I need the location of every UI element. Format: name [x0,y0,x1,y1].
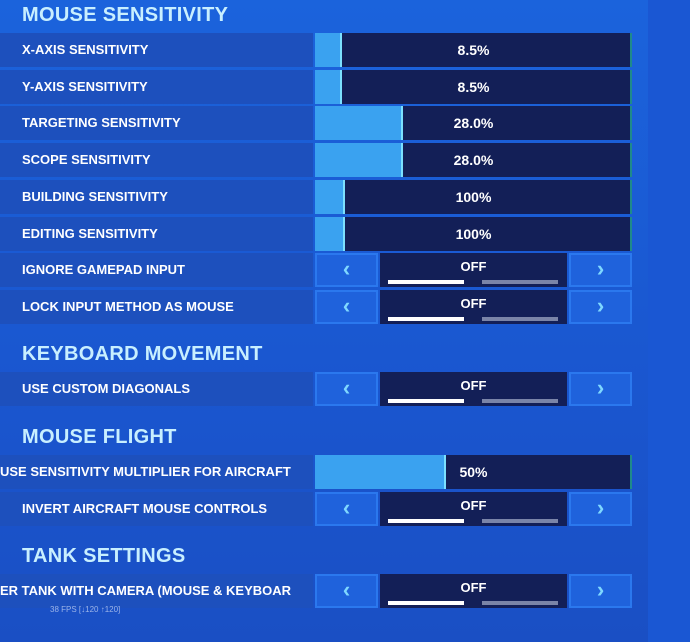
slider-fill [315,143,403,178]
slider-value: 100% [455,188,492,205]
setting-label: USE SENSITIVITY MULTIPLIER FOR AIRCRAFT … [0,464,291,479]
slider[interactable]: 28.0% [315,143,632,178]
option-indicator [388,280,464,285]
slider-value: 100% [455,225,492,242]
slider[interactable]: 100% [315,179,632,214]
slider-fill [315,106,403,141]
slider-value: 28.0% [453,115,494,132]
side-panel [648,0,690,642]
option-indicator [388,399,464,403]
setting-label: ER TANK WITH CAMERA (MOUSE & KEYBOARD) [0,583,291,598]
toggle-value-box: OFF [380,289,567,324]
slider-value: 50% [459,464,488,480]
row-background [0,69,313,104]
slider-value: 8.5% [457,78,490,95]
setting-label: SCOPE SENSITIVITY [22,152,151,168]
slider[interactable]: 8.5% [315,69,632,104]
right-arrow[interactable]: › [569,574,632,608]
row-background [0,179,313,214]
row-background [0,253,313,288]
slider-value: 28.0% [453,152,494,169]
toggle-value: OFF [460,295,487,311]
fps-counter: 38 FPS [↓120 ↑120] [50,605,121,614]
left-arrow[interactable]: ‹ [315,491,378,526]
option-indicator [388,601,464,605]
slider-fill [315,179,345,214]
slider-fill [315,216,345,251]
left-arrow[interactable]: ‹ [315,289,378,324]
setting-label: TARGETING SENSITIVITY [22,115,181,131]
toggle-value: OFF [460,497,487,513]
row-background [0,216,313,251]
row-background [0,143,313,178]
toggle-value-box: OFF [380,253,567,288]
toggle-value: OFF [460,580,487,595]
slider-fill [315,455,446,489]
slider[interactable]: 50% [315,455,632,489]
row-background [0,289,313,324]
slider[interactable]: 8.5% [315,33,632,67]
setting-label: IGNORE GAMEPAD INPUT [22,262,185,278]
option-indicator [482,280,558,285]
setting-label: USE CUSTOM DIAGONALS [22,381,191,396]
setting-label: INVERT AIRCRAFT MOUSE CONTROLS [22,500,268,516]
toggle-value: OFF [460,259,487,275]
right-arrow[interactable]: › [569,372,632,406]
left-arrow[interactable]: ‹ [315,372,378,406]
row-background [0,372,313,406]
toggle-value-box: OFF [380,574,567,608]
slider[interactable]: 100% [315,216,632,251]
row-background [0,33,313,67]
section-title: KEYBOARD MOVEMENT [22,343,263,365]
toggle-value: OFF [460,378,487,393]
option-indicator [482,601,558,605]
toggle-value-box: OFF [380,372,567,406]
setting-label: EDITING SENSITIVITY [22,225,158,241]
row-background [0,455,313,489]
option-indicator [482,399,558,403]
slider-fill [315,69,342,104]
section-title: TANK SETTINGS [22,545,186,567]
row-background [0,574,313,608]
slider-value: 8.5% [457,42,490,58]
slider[interactable]: 28.0% [315,106,632,141]
slider-fill [315,33,342,67]
option-indicator [388,316,464,321]
section-title: MOUSE SENSITIVITY [22,4,229,26]
option-indicator [482,518,558,523]
row-background [0,106,313,141]
section-title: MOUSE FLIGHT [22,426,177,448]
setting-label: LOCK INPUT METHOD AS MOUSE [22,298,234,314]
option-indicator [388,518,464,523]
setting-label: X-AXIS SENSITIVITY [22,42,149,57]
setting-label: BUILDING SENSITIVITY [22,188,168,204]
right-arrow[interactable]: › [569,253,632,288]
setting-label: Y-AXIS SENSITIVITY [22,78,148,94]
right-arrow[interactable]: › [569,289,632,324]
left-arrow[interactable]: ‹ [315,253,378,288]
right-arrow[interactable]: › [569,491,632,526]
row-background [0,491,313,526]
option-indicator [482,316,558,321]
left-arrow[interactable]: ‹ [315,574,378,608]
toggle-value-box: OFF [380,491,567,526]
